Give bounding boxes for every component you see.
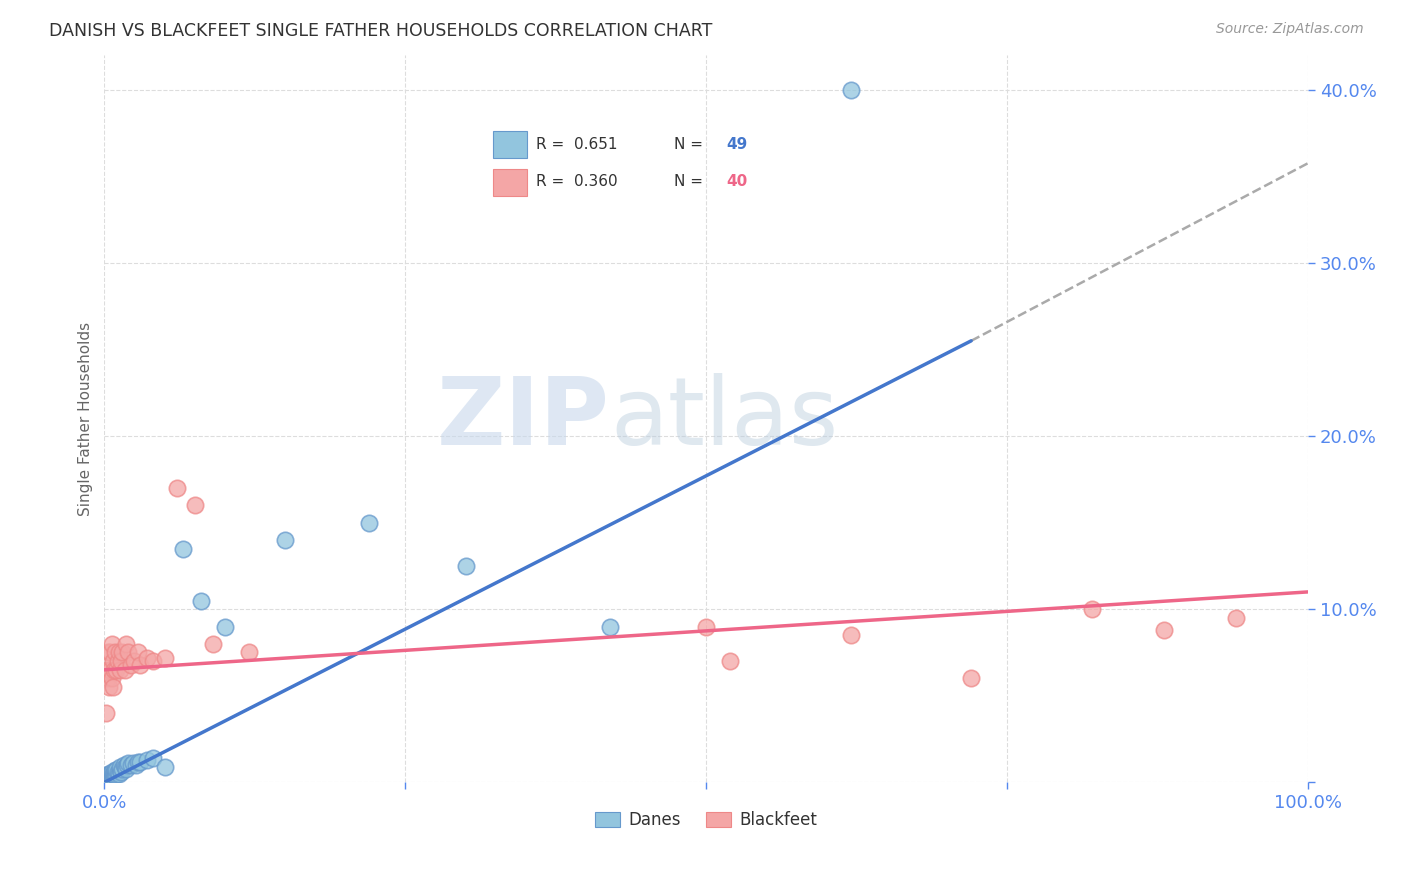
Point xyxy=(98,680,121,694)
Point xyxy=(114,663,136,677)
Point xyxy=(141,654,163,668)
Point xyxy=(274,533,297,547)
Point xyxy=(97,672,120,686)
Point xyxy=(108,766,131,780)
Point xyxy=(153,760,176,774)
Point xyxy=(117,758,139,772)
Text: ZIP: ZIP xyxy=(437,373,610,465)
Point xyxy=(359,516,381,530)
Point xyxy=(97,766,120,780)
Point xyxy=(107,764,129,779)
Point xyxy=(104,645,127,659)
Point xyxy=(114,760,136,774)
Text: atlas: atlas xyxy=(610,373,838,465)
Point xyxy=(100,672,122,686)
Point xyxy=(101,766,124,780)
Point xyxy=(153,650,176,665)
Point xyxy=(1225,611,1247,625)
Point xyxy=(100,770,122,784)
Point xyxy=(94,770,117,784)
Point xyxy=(101,770,124,784)
Point xyxy=(110,764,132,779)
Point xyxy=(100,768,122,782)
Point xyxy=(135,650,157,665)
Point xyxy=(97,645,120,659)
Point xyxy=(100,772,122,786)
Point xyxy=(190,593,212,607)
Point xyxy=(117,645,139,659)
Point xyxy=(129,755,152,769)
Point xyxy=(166,481,188,495)
Point xyxy=(105,766,128,780)
Point xyxy=(97,770,120,784)
Point xyxy=(115,762,138,776)
Point xyxy=(839,628,862,642)
Point xyxy=(103,663,125,677)
Point xyxy=(839,83,862,97)
Point xyxy=(96,770,118,784)
Point xyxy=(110,654,132,668)
Point xyxy=(104,768,127,782)
Point xyxy=(135,753,157,767)
Point xyxy=(127,645,149,659)
Point xyxy=(100,663,122,677)
Point xyxy=(101,680,124,694)
Point xyxy=(108,760,131,774)
Point xyxy=(695,619,717,633)
Text: Source: ZipAtlas.com: Source: ZipAtlas.com xyxy=(1216,22,1364,37)
Point xyxy=(111,645,134,659)
Point xyxy=(101,654,124,668)
Point xyxy=(105,763,128,777)
Point xyxy=(97,772,120,786)
Point xyxy=(98,770,121,784)
Point xyxy=(1080,602,1102,616)
Point xyxy=(1153,623,1175,637)
Point xyxy=(129,657,152,672)
Point xyxy=(107,654,129,668)
Text: DANISH VS BLACKFEET SINGLE FATHER HOUSEHOLDS CORRELATION CHART: DANISH VS BLACKFEET SINGLE FATHER HOUSEH… xyxy=(49,22,713,40)
Point xyxy=(599,619,621,633)
Point xyxy=(120,657,142,672)
Point xyxy=(98,768,121,782)
Point xyxy=(111,762,134,776)
Point xyxy=(183,499,205,513)
Point xyxy=(103,764,125,779)
Legend: Danes, Blackfeet: Danes, Blackfeet xyxy=(589,805,824,836)
Point xyxy=(108,663,131,677)
Point xyxy=(96,663,118,677)
Point xyxy=(238,645,260,659)
Point xyxy=(100,645,122,659)
Point xyxy=(127,755,149,769)
Point xyxy=(201,637,224,651)
Point xyxy=(100,768,122,782)
Point xyxy=(960,672,983,686)
Point xyxy=(108,763,131,777)
Point xyxy=(105,663,128,677)
Point xyxy=(172,541,194,556)
Point xyxy=(112,758,135,772)
Point xyxy=(96,768,118,782)
Point xyxy=(454,558,477,573)
Point xyxy=(122,756,145,771)
Point xyxy=(718,654,741,668)
Point xyxy=(141,751,163,765)
Point xyxy=(124,654,146,668)
Point xyxy=(103,768,125,782)
Point xyxy=(94,706,117,720)
Point xyxy=(115,637,138,651)
Point xyxy=(100,637,122,651)
Point xyxy=(100,764,122,779)
Point xyxy=(100,766,122,780)
Point xyxy=(120,758,142,772)
Point xyxy=(125,758,148,772)
Point xyxy=(117,756,139,771)
Point xyxy=(214,619,236,633)
Point xyxy=(108,645,131,659)
Point xyxy=(104,763,127,777)
Y-axis label: Single Father Households: Single Father Households xyxy=(79,322,93,516)
